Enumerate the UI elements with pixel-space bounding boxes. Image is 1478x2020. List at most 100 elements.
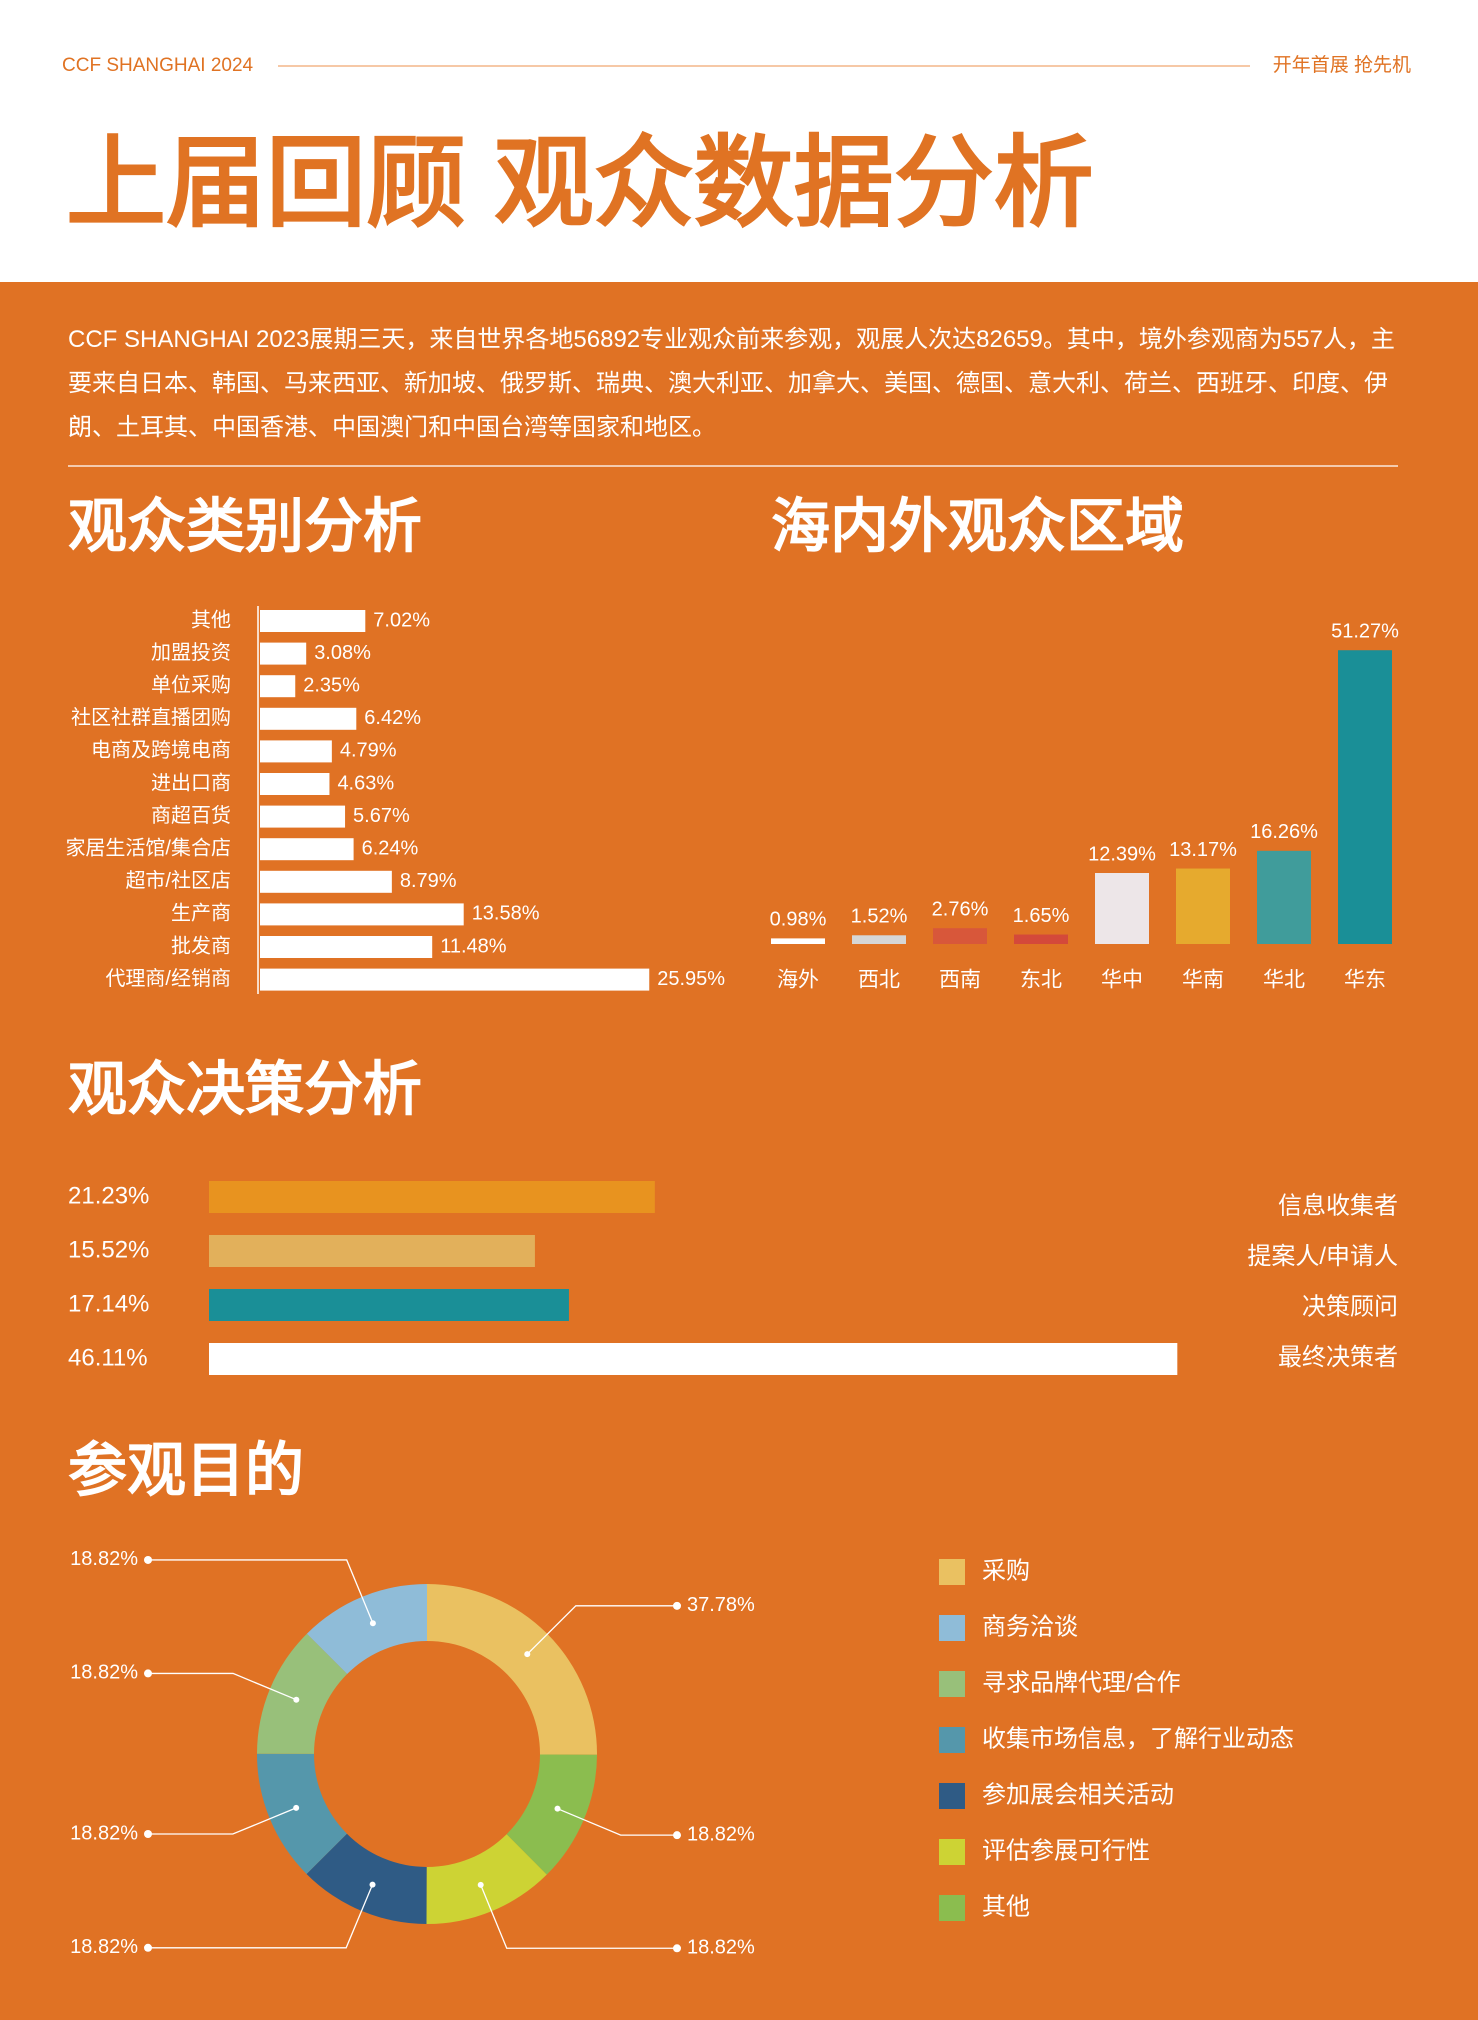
bar xyxy=(1014,934,1068,944)
donut-slice xyxy=(257,1633,348,1754)
bar xyxy=(933,928,987,944)
category-label: 社区社群直播团购 xyxy=(71,706,231,729)
donut-slice xyxy=(427,1584,597,1755)
value-label: 17.14% xyxy=(68,1290,149,1317)
donut-slice xyxy=(506,1754,597,1875)
bar xyxy=(852,935,906,944)
leader-dot xyxy=(293,1804,300,1811)
value-label: 8.79% xyxy=(400,870,457,892)
value-label: 21.23% xyxy=(68,1182,149,1209)
leader-line xyxy=(148,1672,297,1701)
bar xyxy=(260,740,332,763)
category-label: 进出口商 xyxy=(151,771,231,794)
category-label: 其他 xyxy=(191,608,231,631)
category-label: 超市/社区店 xyxy=(125,869,231,892)
legend-swatch xyxy=(939,1671,965,1697)
value-label: 15.52% xyxy=(68,1236,149,1263)
category-label: 海外 xyxy=(777,969,819,992)
section-title: 观众决策分析 xyxy=(68,1057,422,1123)
category-label: 东北 xyxy=(1020,969,1062,992)
donut-slice xyxy=(306,1833,427,1924)
leader-dot xyxy=(293,1696,300,1703)
leader-dot xyxy=(554,1805,561,1812)
legend-swatch xyxy=(939,1839,965,1865)
category-label: 华东 xyxy=(1344,969,1386,992)
value-label: 0.98% xyxy=(770,909,827,931)
leader-dot xyxy=(477,1881,484,1888)
value-label: 16.26% xyxy=(1250,821,1318,843)
category-label: 提案人/申请人 xyxy=(1247,1243,1398,1270)
section-title: 观众类别分析 xyxy=(68,494,422,560)
bar xyxy=(1257,850,1311,944)
value-label: 25.95% xyxy=(657,968,725,990)
leader-dot xyxy=(524,1651,531,1658)
value-label: 37.78% xyxy=(687,1594,755,1616)
category-label: 批发商 xyxy=(171,934,231,957)
legend-label: 寻求品牌代理/合作 xyxy=(982,1669,1181,1696)
leader-line xyxy=(526,1605,677,1655)
value-label: 1.52% xyxy=(851,906,908,928)
value-label: 6.42% xyxy=(364,707,421,729)
leader-dot xyxy=(144,1830,152,1839)
category-label: 代理商/经销商 xyxy=(105,967,231,990)
value-label: 18.82% xyxy=(70,1822,138,1844)
donut-slice xyxy=(426,1834,547,1924)
category-label: 家居生活馆/集合店 xyxy=(65,836,231,859)
legend-swatch xyxy=(939,1895,965,1921)
leader-dot xyxy=(673,1831,681,1840)
leader-dot xyxy=(144,1669,152,1678)
value-label: 4.79% xyxy=(340,740,397,762)
value-label: 18.82% xyxy=(70,1548,138,1570)
category-label: 加盟投资 xyxy=(151,641,231,664)
value-label: 18.82% xyxy=(70,1936,138,1958)
legend-swatch xyxy=(939,1783,965,1809)
category-label: 生产商 xyxy=(171,902,231,925)
bar xyxy=(260,838,354,861)
leader-dot xyxy=(673,1601,681,1610)
brand: CCF SHANGHAI 2024 xyxy=(62,55,254,76)
value-label: 13.17% xyxy=(1169,839,1237,861)
value-label: 5.67% xyxy=(353,805,410,827)
bar xyxy=(260,968,650,991)
legend-label: 其他 xyxy=(982,1893,1030,1920)
bar xyxy=(771,938,825,944)
section-title: 海内外观众区域 xyxy=(771,494,1184,560)
bar xyxy=(209,1235,535,1267)
leader-dot xyxy=(144,1555,152,1564)
legend-swatch xyxy=(939,1615,965,1641)
bar xyxy=(260,642,307,665)
category-label: 商超百货 xyxy=(151,804,231,827)
bar xyxy=(260,773,330,795)
category-label: 西南 xyxy=(939,969,981,992)
value-label: 18.82% xyxy=(70,1662,138,1684)
legend-label: 评估参展可行性 xyxy=(982,1837,1150,1864)
bar xyxy=(260,870,392,893)
category-label: 华中 xyxy=(1101,969,1143,992)
value-label: 18.82% xyxy=(687,1937,755,1959)
legend-label: 参加展会相关活动 xyxy=(982,1781,1174,1808)
section-title: 参观目的 xyxy=(68,1438,304,1504)
value-label: 11.48% xyxy=(440,935,507,957)
intro-paragraph: CCF SHANGHAI 2023展期三天，来自世界各地56892专业观众前来参… xyxy=(68,326,1395,441)
value-label: 1.65% xyxy=(1013,905,1070,927)
leader-line xyxy=(148,1884,374,1949)
value-label: 2.76% xyxy=(932,898,989,920)
leader-line xyxy=(148,1559,374,1624)
leader-dot xyxy=(673,1944,681,1953)
legend-label: 收集市场信息，了解行业动态 xyxy=(982,1725,1294,1752)
value-label: 3.08% xyxy=(314,642,371,664)
donut-slice xyxy=(306,1584,427,1675)
value-label: 12.39% xyxy=(1088,843,1156,865)
bar xyxy=(260,903,464,926)
bar xyxy=(1095,873,1149,944)
category-label: 华北 xyxy=(1263,969,1305,992)
leader-dot xyxy=(144,1943,152,1952)
legend-label: 商务洽谈 xyxy=(982,1613,1078,1640)
category-label: 决策顾问 xyxy=(1302,1293,1398,1320)
legend-swatch xyxy=(939,1727,965,1753)
bar xyxy=(260,936,433,958)
category-label: 单位采购 xyxy=(151,673,231,696)
value-label: 46.11% xyxy=(68,1344,148,1371)
